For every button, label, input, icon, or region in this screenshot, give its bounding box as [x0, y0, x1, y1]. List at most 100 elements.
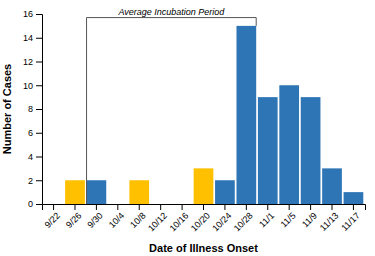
x-tick: 9/26: [64, 204, 83, 230]
y-axis-title: Number of Cases: [1, 64, 13, 154]
bar: [108, 204, 128, 205]
x-axis-title: Date of Illness Onset: [149, 242, 258, 254]
x-tick: 10/16: [167, 204, 190, 233]
bracket-line: [86, 18, 87, 204]
x-tick: 11/5: [279, 204, 298, 229]
x-tick-mark: [246, 204, 247, 210]
x-tick-label: 10/24: [210, 210, 233, 233]
x-tick-label: 10/8: [128, 210, 147, 229]
x-tick-mark: [224, 204, 225, 210]
x-tick-mark: [353, 204, 354, 210]
x-tick-mark: [74, 204, 75, 210]
x-tick-label: 9/30: [85, 210, 104, 229]
x-tick-label: 10/16: [167, 210, 190, 233]
y-tick-label: 12: [23, 57, 33, 67]
x-tick-label: 11/1: [257, 210, 276, 229]
x-tick-mark: [332, 204, 333, 210]
y-tick-mark: [36, 62, 42, 63]
y-tick: 10: [23, 81, 42, 91]
x-tick-label: 11/17: [339, 210, 362, 233]
x-tick-mark: [160, 204, 161, 210]
bar: [322, 168, 342, 204]
x-tick-label: 9/22: [43, 210, 62, 229]
bar: [151, 204, 171, 205]
y-tick: 14: [23, 33, 42, 43]
x-tick-label: 10/20: [189, 210, 212, 233]
y-tick-label: 16: [23, 9, 33, 19]
x-tick: 10/12: [146, 204, 169, 233]
y-axis-line: [36, 15, 43, 205]
y-tick: 12: [23, 57, 42, 67]
bar: [236, 26, 256, 204]
y-tick-mark: [36, 180, 42, 181]
bar: [215, 180, 235, 204]
x-tick-mark: [267, 204, 268, 210]
annotation: Average Incubation Period: [87, 7, 257, 204]
x-tick: 9/30: [85, 204, 104, 230]
x-tick-label: 11/5: [279, 210, 298, 229]
y-tick-mark: [36, 204, 42, 205]
bar: [172, 204, 192, 205]
x-tick: 11/17: [339, 204, 362, 233]
x-tick-label: 11/9: [300, 210, 319, 229]
y-tick-label: 14: [23, 33, 33, 43]
x-tick-mark: [310, 204, 311, 210]
bar: [65, 180, 85, 204]
y-tick: 8: [28, 104, 42, 114]
plot-area: 9/229/269/3010/410/810/1210/1610/2010/24…: [23, 7, 366, 234]
x-tick-label: 11/13: [318, 210, 341, 233]
x-tick-label: 10/4: [107, 210, 126, 229]
bar: [258, 97, 278, 204]
x-tick: 11/13: [318, 204, 341, 233]
y-tick: 6: [28, 128, 42, 138]
x-tick: 10/4: [107, 204, 126, 230]
y-tick-mark: [36, 133, 42, 134]
x-tick-mark: [182, 204, 183, 210]
y-tick-label: 10: [23, 81, 33, 91]
bars: [65, 26, 363, 204]
annotation-text: Average Incubation Period: [117, 7, 225, 17]
y-tick-mark: [36, 109, 42, 110]
x-tick: 11/1: [257, 204, 276, 229]
bar: [87, 180, 107, 204]
chart: 9/229/269/3010/410/810/1210/1610/2010/24…: [0, 0, 375, 256]
y-tick-label: 2: [28, 176, 33, 186]
x-tick: 10/20: [189, 204, 212, 233]
y-tick-label: 8: [28, 104, 33, 114]
y-tick: 0: [28, 199, 42, 209]
y-tick-mark: [36, 157, 42, 158]
x-tick: 9/22: [43, 204, 62, 230]
y-tick-label: 6: [28, 128, 33, 138]
bracket-line: [256, 18, 257, 26]
bar: [301, 97, 321, 204]
bar: [129, 180, 149, 204]
x-tick-label: 10/12: [146, 210, 169, 233]
bar: [279, 85, 299, 204]
x-tick-label: 10/28: [232, 210, 255, 233]
y-tick: 16: [23, 9, 42, 19]
y-tick-label: 0: [28, 199, 33, 209]
x-tick-mark: [139, 204, 140, 210]
x-tick: 10/24: [210, 204, 233, 233]
bar: [44, 204, 64, 205]
y-tick-mark: [36, 38, 42, 39]
y-tick: 2: [28, 176, 42, 186]
x-tick: 11/9: [300, 204, 319, 229]
x-tick: 10/8: [128, 204, 147, 230]
x-tick-mark: [203, 204, 204, 210]
x-tick-label: 9/26: [64, 210, 83, 229]
bracket-line: [87, 17, 257, 18]
x-tick: 10/28: [232, 204, 255, 233]
y-tick-label: 4: [28, 152, 33, 162]
y-axis: 0 2 4 6 8 10 12 14 16: [23, 9, 43, 209]
x-tick-mark: [53, 204, 54, 210]
y-tick-mark: [36, 14, 42, 15]
x-axis: 9/229/269/3010/410/810/1210/1610/2010/24…: [43, 204, 366, 233]
y-tick: 4: [28, 152, 42, 162]
x-tick-mark: [117, 204, 118, 210]
bar: [344, 192, 364, 204]
y-tick-mark: [36, 85, 42, 86]
x-tick-mark: [289, 204, 290, 210]
x-tick-mark: [96, 204, 97, 210]
x-axis-line: [43, 205, 366, 211]
